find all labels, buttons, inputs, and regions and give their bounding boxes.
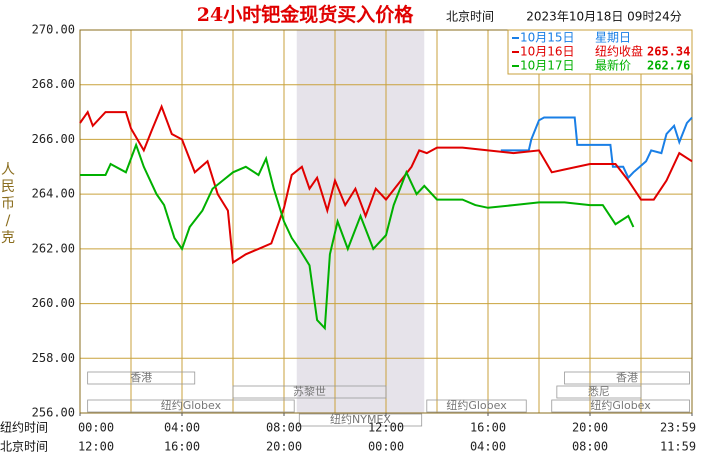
x-tick-label-beijing: 11:59 <box>660 440 696 454</box>
x-row-label: 北京时间 <box>0 440 48 454</box>
legend-note: 最新价 <box>595 58 631 73</box>
chart-title: 24小时钯金现货买入价格 <box>197 3 414 26</box>
y-axis-label: 民 <box>1 179 15 195</box>
session-band <box>556 385 642 399</box>
session-band <box>232 385 387 399</box>
session-band <box>426 399 527 413</box>
y-tick-label: 270.00 <box>32 23 75 37</box>
legend-value: 265.34 <box>647 45 690 59</box>
y-tick-label: 258.00 <box>32 351 75 365</box>
x-tick-label-beijing: 20:00 <box>266 440 302 454</box>
x-tick-label: 20:00 <box>572 421 608 435</box>
y-tick-label: 256.00 <box>32 406 75 420</box>
x-tick-label-beijing: 00:00 <box>368 440 404 454</box>
y-axis-label: 币 <box>1 196 15 212</box>
y-tick-label: 268.00 <box>32 77 75 91</box>
timestamp: 2023年10月18日 09时24分 <box>526 10 681 24</box>
x-tick-label-beijing: 04:00 <box>470 440 506 454</box>
session-label: 纽约Globex <box>590 398 651 412</box>
session-band <box>298 413 423 427</box>
y-tick-label: 264.00 <box>32 187 75 201</box>
legend-box <box>507 29 693 75</box>
session-label: 纽约Globex <box>446 398 507 412</box>
x-tick-label: 04:00 <box>164 421 200 435</box>
series-line <box>500 116 693 180</box>
legend-note: 星期日 <box>595 31 631 45</box>
x-tick-label-beijing: 08:00 <box>572 440 608 454</box>
time-label: 北京时间 <box>446 10 494 24</box>
legend-value: 262.76 <box>647 59 690 73</box>
y-axis-label: 克 <box>1 230 15 246</box>
legend-label: 10月16日 <box>520 45 575 59</box>
y-tick-label: 260.00 <box>32 296 75 310</box>
session-label: 纽约NYMEX <box>330 412 391 426</box>
x-tick-label-beijing: 12:00 <box>78 440 114 454</box>
legend-note: 纽约收盘 <box>595 44 643 59</box>
series-line <box>79 103 693 265</box>
session-band <box>564 371 690 385</box>
session-band <box>87 399 295 413</box>
session-label: 苏黎世 <box>293 384 326 398</box>
series-line <box>80 141 635 331</box>
y-tick-label: 266.00 <box>32 132 75 146</box>
session-band <box>87 371 196 385</box>
session-band <box>551 399 690 413</box>
x-tick-label: 12:00 <box>368 421 404 435</box>
session-label: 香港 <box>130 371 152 384</box>
x-tick-label: 16:00 <box>470 421 506 435</box>
session-label: 悉尼 <box>588 385 610 398</box>
x-row-label: 纽约时间 <box>0 420 48 435</box>
shaded-region <box>296 30 425 413</box>
x-tick-label-beijing: 16:00 <box>164 440 200 454</box>
x-tick-label: 00:00 <box>78 421 114 435</box>
x-tick-label: 08:00 <box>266 421 302 435</box>
session-label: 香港 <box>616 371 638 384</box>
y-tick-label: 262.00 <box>32 241 75 255</box>
legend-label: 10月15日 <box>520 31 575 45</box>
y-axis-label: / <box>6 213 11 229</box>
legend-label: 10月17日 <box>520 59 575 73</box>
x-tick-label: 23:59 <box>660 421 696 435</box>
y-axis-label: 人 <box>1 162 15 178</box>
session-label: 纽约Globex <box>161 398 222 412</box>
